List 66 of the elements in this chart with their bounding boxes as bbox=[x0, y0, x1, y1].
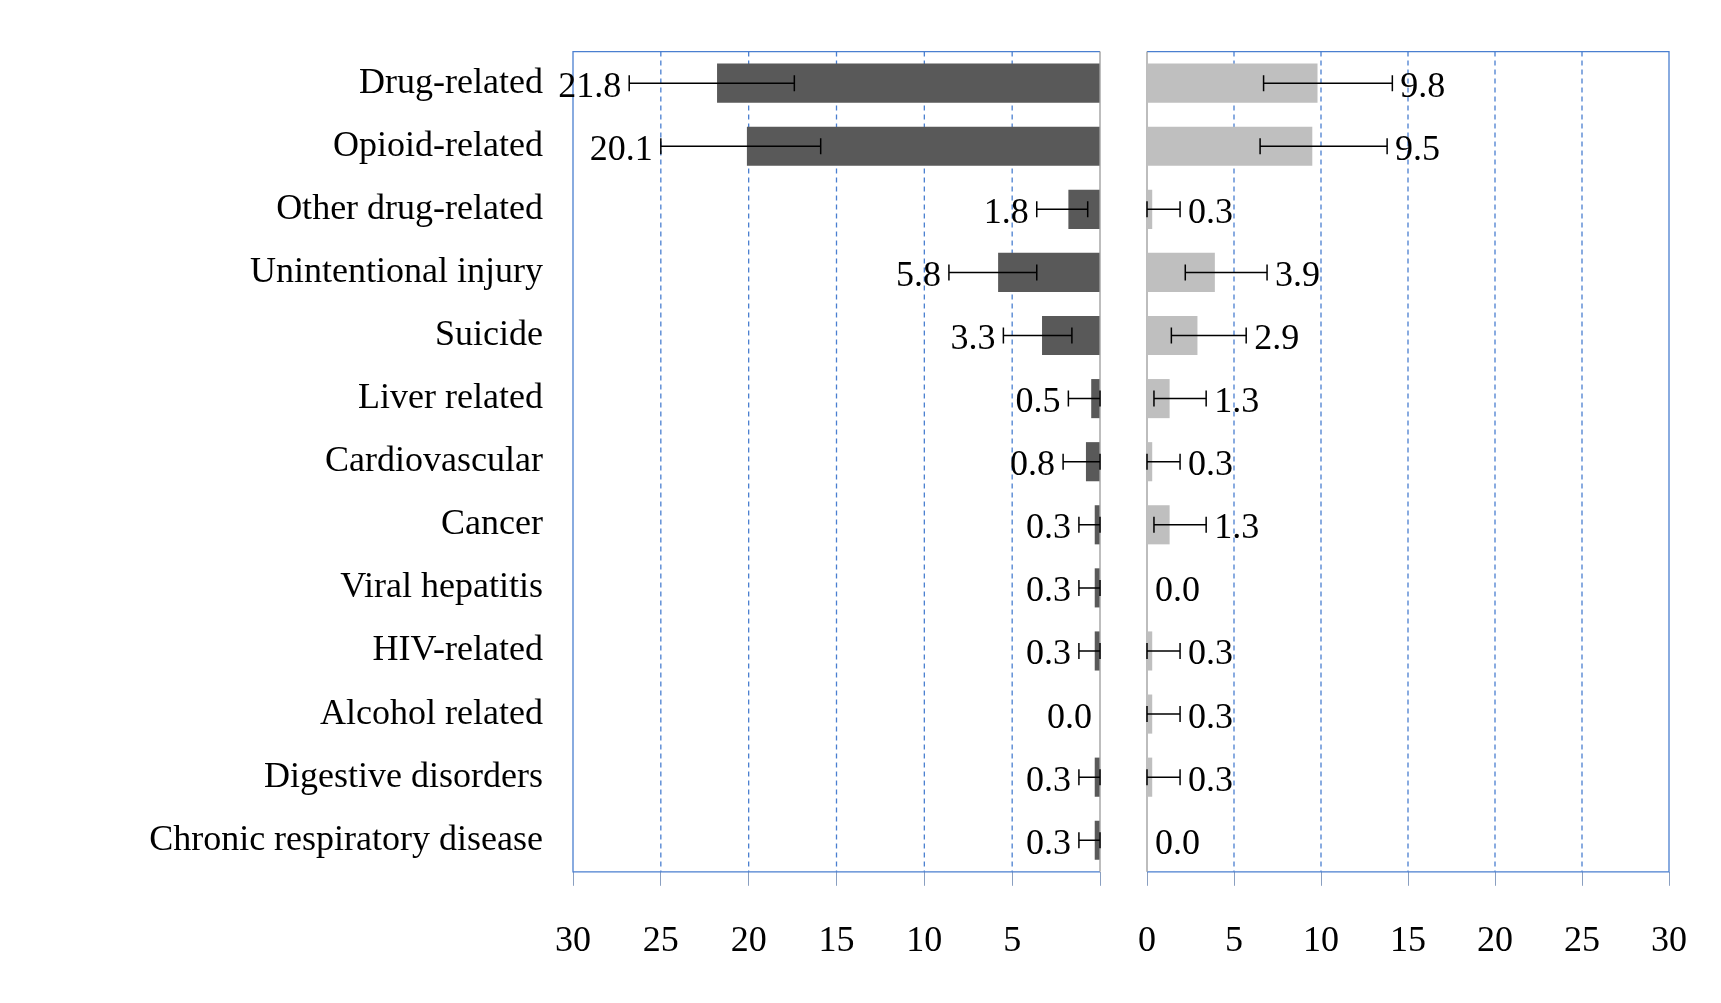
data-label: 0.5 bbox=[1015, 380, 1061, 421]
bar bbox=[746, 126, 1100, 166]
y-tick-label: Digestive disorders bbox=[264, 754, 543, 795]
data-label: 0.8 bbox=[1010, 443, 1056, 484]
x-tick-label: 15 bbox=[818, 918, 855, 959]
x-tick-label: 5 bbox=[1225, 918, 1243, 959]
data-label: 0.3 bbox=[1025, 821, 1071, 862]
y-tick-label: Liver related bbox=[358, 376, 543, 417]
x-tick-label: 25 bbox=[1564, 918, 1600, 959]
data-label: 0.0 bbox=[1155, 569, 1200, 610]
x-tick-label: 15 bbox=[1390, 918, 1426, 959]
bar bbox=[1091, 379, 1100, 419]
x-tick-label: 10 bbox=[1303, 918, 1339, 959]
x-tick-label: 20 bbox=[1477, 918, 1513, 959]
bar bbox=[1147, 379, 1170, 419]
bar bbox=[1094, 820, 1100, 860]
bar bbox=[1147, 505, 1170, 545]
data-label: 0.3 bbox=[1188, 190, 1234, 231]
y-tick-label: Other drug-related bbox=[276, 186, 543, 227]
x-tick-label: 20 bbox=[730, 918, 767, 959]
x-tick-label: 0 bbox=[1138, 918, 1156, 959]
data-label: 2.9 bbox=[1254, 316, 1300, 357]
x-tick-label: 25 bbox=[642, 918, 679, 959]
data-label: 0.0 bbox=[1047, 695, 1092, 736]
y-tick-label: Cardiovascular bbox=[325, 439, 544, 480]
y-tick-label: Chronic respiratory disease bbox=[149, 817, 543, 858]
data-label: 0.3 bbox=[1025, 506, 1071, 547]
data-label: 1.3 bbox=[1214, 380, 1260, 421]
bar bbox=[1085, 442, 1100, 482]
data-label: 5.8 bbox=[895, 253, 941, 294]
bar bbox=[1068, 189, 1100, 229]
data-label: 0.3 bbox=[1188, 632, 1234, 673]
data-label: 0.3 bbox=[1188, 695, 1234, 736]
data-label: 0.3 bbox=[1025, 569, 1071, 610]
data-label: 9.8 bbox=[1400, 64, 1446, 105]
data-label: 0.3 bbox=[1188, 443, 1234, 484]
x-tick-label: 30 bbox=[555, 918, 591, 959]
bar bbox=[998, 252, 1100, 292]
bar bbox=[1147, 126, 1313, 166]
bar bbox=[1147, 63, 1318, 103]
data-label: 3.3 bbox=[950, 316, 996, 357]
y-tick-label: Suicide bbox=[435, 312, 543, 353]
bar bbox=[1147, 252, 1215, 292]
data-label: 9.5 bbox=[1395, 127, 1441, 168]
bar bbox=[1147, 315, 1198, 356]
y-tick-label: Drug-related bbox=[359, 60, 543, 101]
bar bbox=[1042, 315, 1100, 356]
data-label: 0.3 bbox=[1188, 758, 1234, 799]
data-label: 0.3 bbox=[1025, 632, 1071, 673]
x-tick-label: 5 bbox=[1003, 918, 1022, 959]
y-tick-label: Viral hepatitis bbox=[340, 565, 543, 606]
data-label: 21.8 bbox=[558, 64, 622, 105]
y-tick-label: Unintentional injury bbox=[250, 249, 543, 290]
x-tick-label: 30 bbox=[1651, 918, 1687, 959]
y-tick-label: Opioid-related bbox=[333, 123, 543, 164]
data-label: 20.1 bbox=[589, 127, 653, 168]
y-tick-label: Alcohol related bbox=[320, 691, 543, 732]
data-label: 3.9 bbox=[1275, 253, 1321, 294]
x-tick-label: 10 bbox=[906, 918, 943, 959]
y-tick-label: HIV-related bbox=[372, 628, 543, 669]
data-label: 1.3 bbox=[1214, 506, 1260, 547]
data-label: 1.8 bbox=[983, 190, 1029, 231]
bar bbox=[717, 63, 1100, 103]
y-tick-label: Cancer bbox=[441, 502, 544, 543]
data-label: 0.3 bbox=[1025, 758, 1071, 799]
data-label: 0.0 bbox=[1155, 821, 1200, 862]
